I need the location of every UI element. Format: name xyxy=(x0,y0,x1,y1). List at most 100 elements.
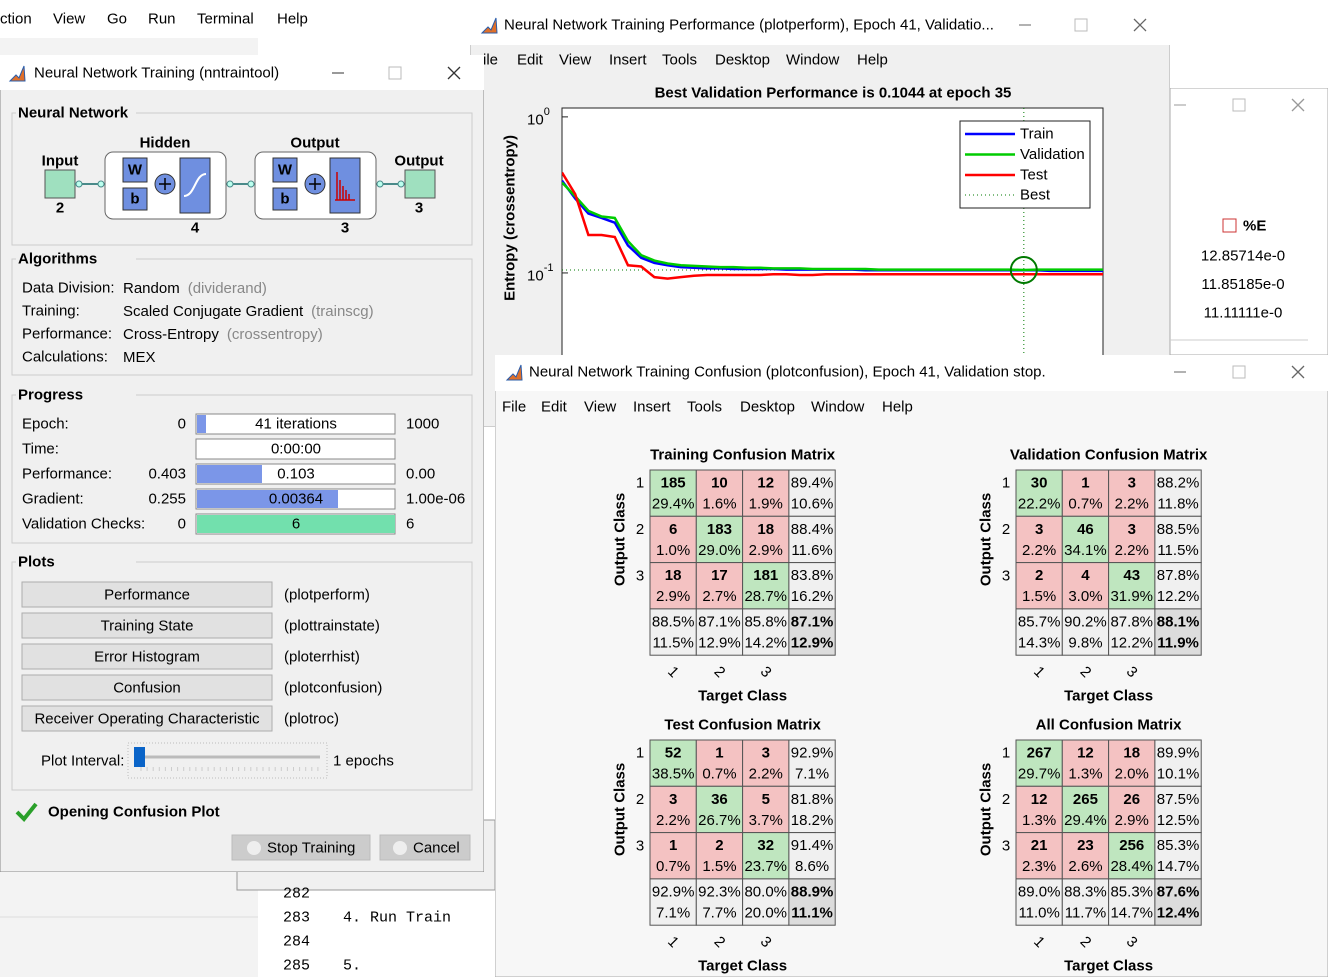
plot-button-label[interactable]: Performance xyxy=(104,587,190,604)
cell-bottom: 7.1% xyxy=(795,766,829,783)
bias-block xyxy=(122,187,148,211)
cell-bottom: 1.9% xyxy=(749,496,783,513)
connector xyxy=(226,180,234,188)
plot-button-label[interactable]: Training State xyxy=(101,618,194,635)
cell-bottom: 11.0% xyxy=(1018,904,1059,921)
menu-item[interactable]: Tools xyxy=(687,399,722,416)
plot-button[interactable] xyxy=(21,643,273,670)
cell-bottom: 29.0% xyxy=(698,542,741,559)
close-button[interactable] xyxy=(1291,365,1305,379)
cancel-icon xyxy=(393,841,407,855)
algorithm-value: MEX xyxy=(123,349,156,366)
plot-button-label[interactable]: Receiver Operating Characteristic xyxy=(34,711,260,728)
plot-button-label[interactable]: Confusion xyxy=(113,680,181,697)
menu-item[interactable]: Help xyxy=(857,52,888,69)
plot-button[interactable] xyxy=(21,581,273,608)
cell-bottom: 8.6% xyxy=(795,858,829,875)
cell-bottom: 11.7% xyxy=(1065,904,1106,921)
plot-button[interactable] xyxy=(21,612,273,639)
transfer-block xyxy=(329,157,361,214)
cell-bottom: 28.7% xyxy=(744,588,787,605)
matrix-cell xyxy=(649,739,697,787)
menu-item[interactable]: File xyxy=(502,399,526,416)
cell-top: 92.9% xyxy=(652,883,695,900)
menu-item[interactable]: Edit xyxy=(517,52,544,69)
maximize-button[interactable] xyxy=(1232,365,1246,379)
diagram-label: 3 xyxy=(415,200,423,217)
transfer-icon xyxy=(183,173,207,197)
menu-item[interactable]: Window xyxy=(786,52,840,69)
menu-item[interactable]: Desktop xyxy=(715,52,770,69)
algorithm-label: Calculations: xyxy=(22,349,108,366)
cell-top: 6 xyxy=(669,521,677,538)
cell-bottom: 0.7% xyxy=(702,766,736,783)
y-axis-label: Entropy (crossentropy) xyxy=(502,135,519,301)
cell-bottom: 2.7% xyxy=(702,588,736,605)
y-axis-label: Output Class xyxy=(978,763,995,856)
cell-bottom: 11.5% xyxy=(652,634,693,651)
menu-item[interactable]: Run xyxy=(148,11,176,28)
menu-item[interactable]: ile xyxy=(483,52,498,69)
plot-button-label[interactable]: Error Histogram xyxy=(94,649,200,666)
close-button[interactable] xyxy=(1291,98,1305,112)
cell-top: 52 xyxy=(665,745,682,762)
cell-top: 85.7% xyxy=(1018,613,1061,630)
matrix-cell xyxy=(788,878,836,926)
legend-label: Best xyxy=(1020,187,1051,204)
algorithm-name: Scaled Conjugate Gradient xyxy=(123,303,304,320)
weight-block xyxy=(272,157,298,183)
matrix-cell xyxy=(649,469,697,517)
algorithm-value: Random (dividerand) xyxy=(123,280,267,297)
maximize-button[interactable] xyxy=(388,66,402,80)
maximize-button[interactable] xyxy=(1232,98,1246,112)
menu-item[interactable]: View xyxy=(559,52,591,69)
confusion-window: Neural Network Training Confusion (plotc… xyxy=(495,355,1328,977)
cell-bottom: 11.1% xyxy=(791,904,833,921)
algorithm-function: (dividerand) xyxy=(188,280,267,297)
menu-item[interactable]: View xyxy=(53,11,85,28)
matrix-cell xyxy=(1108,469,1156,517)
cell-top: 3 xyxy=(1128,521,1136,538)
slider-thumb[interactable] xyxy=(134,747,145,767)
connector xyxy=(247,180,255,188)
menu-item[interactable]: Help xyxy=(277,11,308,28)
window-title: Neural Network Training Confusion (plotc… xyxy=(529,364,1046,381)
y-tick-exponent: 0 xyxy=(544,106,550,118)
progress-bar xyxy=(195,413,396,435)
close-button[interactable] xyxy=(447,66,461,80)
maximize-button[interactable] xyxy=(1074,18,1088,32)
menu-item[interactable]: Go xyxy=(107,11,127,28)
menu-item[interactable]: Insert xyxy=(609,52,647,69)
close-button[interactable] xyxy=(1133,18,1147,32)
menu-item[interactable]: Tools xyxy=(662,52,697,69)
cell-bottom: 11.8% xyxy=(1157,496,1198,513)
input-block xyxy=(44,169,76,199)
matrix-cell xyxy=(1108,832,1156,880)
cell-top: 267 xyxy=(1027,745,1052,762)
menu-item[interactable]: Insert xyxy=(633,399,671,416)
cell-top: 89.4% xyxy=(791,475,834,492)
matrix-cell xyxy=(742,785,790,834)
panel-heading-bg xyxy=(16,104,136,122)
legend-label: Train xyxy=(1020,126,1054,143)
menu-item[interactable]: Help xyxy=(882,399,913,416)
menu-item[interactable]: Window xyxy=(811,399,865,416)
cell-top: 88.5% xyxy=(1157,521,1200,538)
menu-item[interactable]: Desktop xyxy=(740,399,795,416)
cell-top: 3 xyxy=(1035,521,1043,538)
matrix-cell xyxy=(1154,832,1202,880)
matrix-cell xyxy=(649,878,697,926)
matrix-cell xyxy=(695,832,744,880)
row-tick-label: 1 xyxy=(1002,745,1010,762)
y-axis-label: Output Class xyxy=(612,493,629,586)
menu-item[interactable]: Edit xyxy=(541,399,568,416)
cell-bottom: 12.9% xyxy=(698,634,741,651)
matrix-cell xyxy=(1154,739,1202,787)
menu-item[interactable]: ction xyxy=(0,11,32,28)
connector xyxy=(97,180,105,188)
plot-button[interactable] xyxy=(21,674,273,701)
menu-item[interactable]: View xyxy=(584,399,616,416)
plot-button[interactable] xyxy=(21,705,273,732)
cell-top: 81.8% xyxy=(791,791,834,808)
menu-item[interactable]: Terminal xyxy=(197,11,254,28)
